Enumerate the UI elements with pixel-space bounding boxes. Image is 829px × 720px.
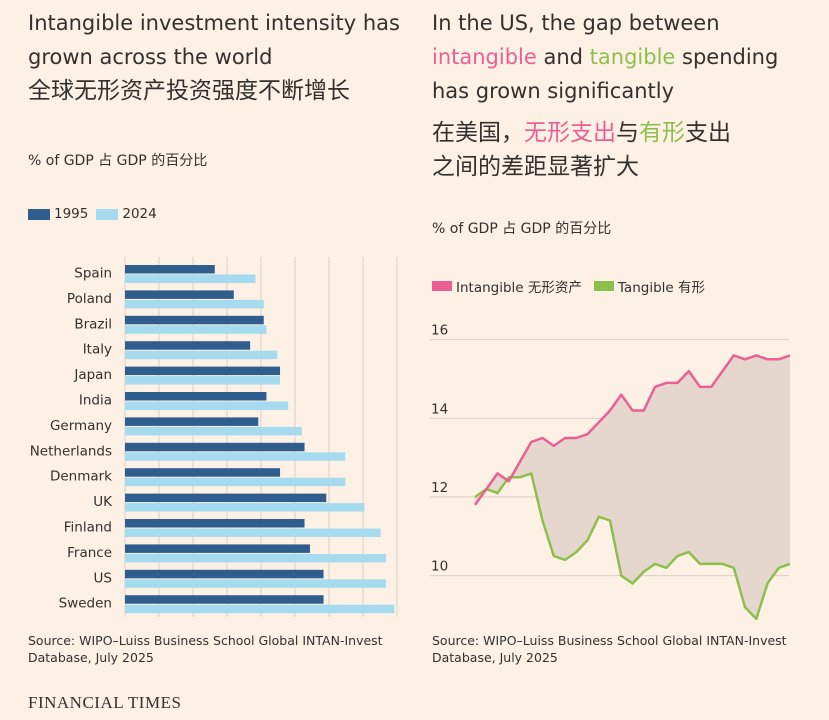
y-tick-label: 10: [431, 559, 448, 575]
right-title-tangible: tangible: [589, 45, 676, 69]
legend-swatch-tangible: [593, 281, 614, 291]
right-title-and: and: [536, 45, 590, 69]
tangible-line: [474, 472, 791, 620]
y-tick-label: 16: [431, 323, 448, 339]
right-legend: Intangible 无形资产 Tangible 有形: [432, 276, 705, 296]
left-source: Source: WIPO–Luiss Business School Globa…: [28, 633, 383, 665]
bar-category-label: France: [67, 545, 112, 561]
bar-1995-finland: [125, 519, 305, 528]
bar-2024-sweden: [125, 604, 395, 614]
legend-label-2024: 2024: [122, 206, 157, 222]
bar-2024-brazil: [125, 325, 267, 334]
right-title-block: In the US, the gap between intangible an…: [432, 6, 822, 184]
right-title-cn-and: 与: [616, 120, 639, 146]
bar-1995-japan: [125, 366, 281, 376]
legend-label-1995: 1995: [54, 206, 89, 222]
left-title-block: Intangible investment intensity has grow…: [28, 6, 408, 108]
bar-1995-germany: [125, 417, 259, 426]
bar-category-label: Spain: [74, 266, 112, 282]
right-subtitle: % of GDP 占 GDP 的百分比: [432, 221, 612, 237]
right-title-cn-tangible: 有形: [639, 120, 685, 146]
left-title-cn: 全球无形资产投资强度不断增长: [28, 78, 350, 104]
right-source: Source: WIPO–Luiss Business School Globa…: [432, 633, 787, 665]
y-tick-label: 12: [431, 480, 448, 496]
legend-swatch-2024: [96, 208, 119, 220]
intangible-line: [473, 354, 791, 506]
right-title-spending: spending: [675, 45, 779, 69]
gap-area: [475, 355, 790, 619]
bar-1995-uk: [125, 493, 327, 503]
line-chart: 10 12 14 16: [430, 323, 791, 620]
bar-1995-poland: [125, 290, 234, 299]
y-tick-label: 14: [431, 401, 448, 417]
bar-1995-netherlands: [125, 442, 305, 452]
right-title-en-line2: intangible and tangible spending: [432, 40, 822, 74]
legend-label-intangible: Intangible 无形资产: [456, 280, 582, 296]
bar-category-label: Brazil: [74, 316, 112, 332]
right-title-en-line1: In the US, the gap between: [432, 11, 720, 35]
right-title-cn-intangible: 无形支出: [524, 120, 616, 146]
bar-2024-netherlands: [125, 452, 346, 461]
bar-1995-italy: [125, 341, 251, 350]
bar-1995-sweden: [125, 595, 324, 604]
right-title-intangible: intangible: [432, 45, 537, 69]
bar-2024-france: [125, 553, 387, 563]
legend-swatch-1995: [28, 208, 50, 220]
bar-category-label: US: [94, 570, 112, 586]
left-title-en: Intangible investment intensity has grow…: [28, 11, 400, 69]
bar-category-label: Italy: [83, 342, 112, 358]
bar-2024-uk: [125, 503, 365, 512]
bar-1995-spain: [125, 265, 215, 274]
bar-2024-denmark: [125, 477, 346, 487]
left-subtitle: % of GDP 占 GDP 的百分比: [28, 153, 208, 169]
bar-category-label: Poland: [67, 291, 112, 307]
bar-category-label: UK: [93, 494, 113, 510]
left-legend: 1995 2024: [28, 206, 157, 222]
bar-1995-india: [125, 392, 267, 401]
right-title-cn-line2: 之间的差距显著扩大: [432, 154, 639, 180]
legend-swatch-intangible: [432, 281, 452, 291]
bar-2024-us: [125, 579, 387, 588]
bar-category-label: Denmark: [50, 469, 112, 485]
bar-2024-poland: [125, 299, 264, 309]
bar-category-label: Finland: [64, 520, 112, 536]
bar-1995-brazil: [125, 315, 264, 325]
ft-brand: FINANCIAL TIMES: [28, 693, 182, 712]
bar-2024-india: [125, 401, 289, 410]
bar-category-label: Sweden: [59, 596, 112, 612]
bar-1995-us: [125, 569, 324, 579]
bar-1995-denmark: [125, 468, 281, 477]
right-title-en-line3: has grown significantly: [432, 79, 675, 103]
right-title-cn-line1: 在美国，无形支出与有形支出: [432, 116, 822, 150]
legend-label-tangible: Tangible 有形: [617, 280, 705, 296]
right-title-cn-suffix: 支出: [685, 120, 731, 146]
bar-chart: Spain Poland Brazil Italy Japan India Germany N…: [30, 257, 398, 617]
bar-2024-finland: [125, 528, 381, 537]
bar-category-label: Japan: [73, 367, 112, 383]
bar-1995-france: [125, 544, 310, 553]
bar-2024-spain: [125, 274, 256, 283]
bar-category-label: Germany: [50, 418, 112, 434]
bar-2024-germany: [125, 426, 302, 436]
bar-category-label: India: [79, 393, 112, 409]
bar-2024-japan: [125, 376, 281, 385]
right-title-cn-prefix: 在美国，: [432, 120, 524, 146]
bar-category-label: Netherlands: [30, 443, 112, 459]
bar-2024-italy: [125, 350, 278, 360]
